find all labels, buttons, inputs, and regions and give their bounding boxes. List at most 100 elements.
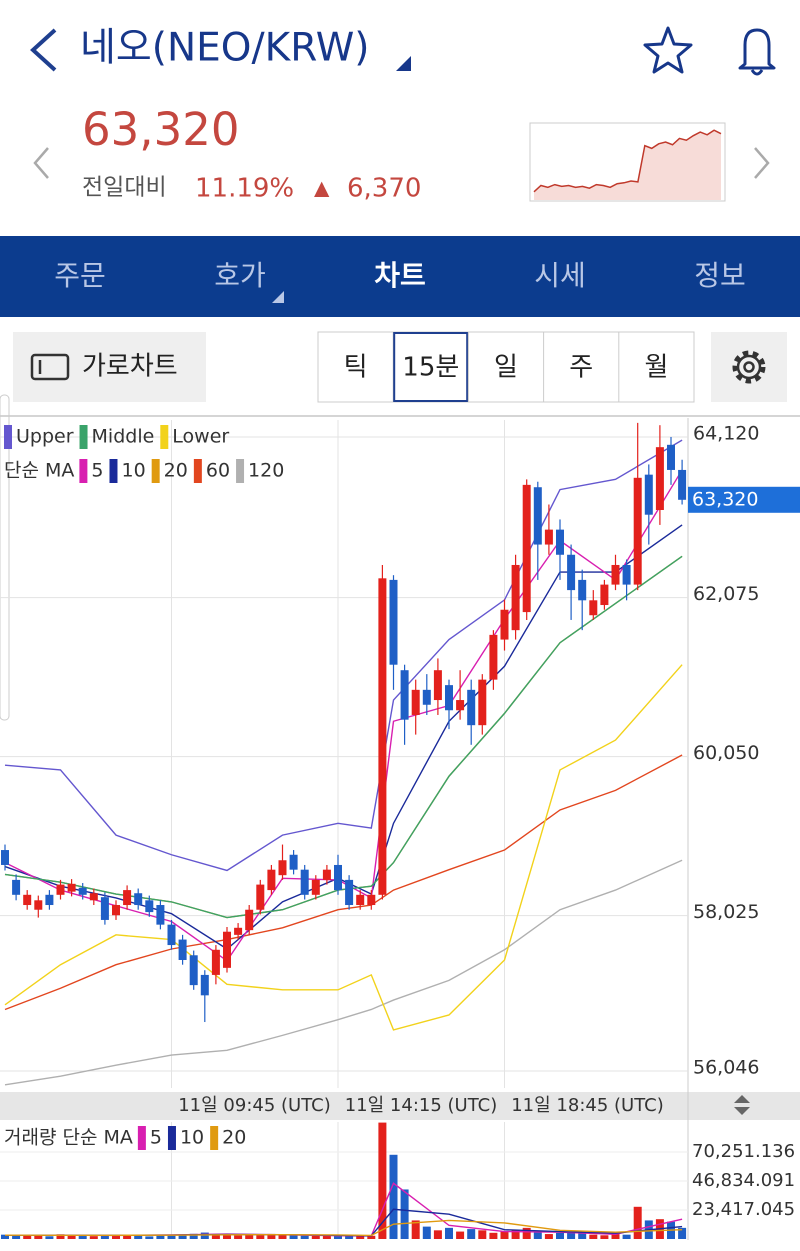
sparkline-area — [534, 130, 721, 200]
candle-body — [678, 469, 687, 500]
legend-swatch — [79, 425, 88, 449]
candle-body — [578, 579, 587, 601]
landscape-label[interactable]: 가로차트 — [82, 352, 178, 382]
candle-body — [567, 554, 576, 591]
volume-bar — [378, 1122, 387, 1239]
period-selected — [393, 332, 469, 402]
candle-body — [167, 924, 176, 946]
volume-bar — [167, 1235, 176, 1239]
volume-bar — [511, 1230, 520, 1239]
candle-body — [345, 879, 354, 906]
candle-body — [189, 955, 198, 986]
alarm-bell[interactable] — [738, 28, 776, 76]
volume-bar — [245, 1235, 254, 1239]
period-option[interactable]: 주 — [569, 353, 593, 383]
volume-bar — [322, 1235, 331, 1239]
candle-body — [223, 931, 231, 968]
x-tick-label: 11일 09:45 (UTC) — [178, 1095, 331, 1116]
candle-body — [611, 564, 620, 585]
legend-label: 60 — [206, 460, 230, 482]
period-option[interactable]: 일 — [494, 353, 518, 383]
title-dropdown[interactable] — [396, 56, 411, 71]
legend-swatch — [160, 425, 169, 449]
current-price-tag — [688, 486, 800, 513]
tab[interactable]: 차트 — [374, 259, 426, 292]
legend-swatch — [193, 459, 202, 483]
sparkline-line — [533, 129, 722, 193]
candle-body — [422, 689, 431, 705]
legend-swatch — [151, 459, 160, 483]
candle-body — [1, 850, 9, 865]
resize-handle[interactable] — [734, 1095, 750, 1115]
candle-body — [378, 578, 387, 895]
period-selector — [317, 331, 695, 403]
volume-bar — [178, 1234, 187, 1239]
volume-bar — [544, 1234, 553, 1239]
candle-body — [45, 894, 54, 906]
period-option[interactable]: 월 — [644, 353, 668, 383]
side-handle[interactable] — [0, 394, 10, 721]
candle-body — [500, 609, 509, 640]
coin-title[interactable]: 네오(NEO/KRW) — [80, 26, 370, 71]
candle-body — [478, 679, 487, 726]
tab[interactable]: 호가 — [214, 259, 266, 292]
change-arrow: ▲ — [314, 176, 330, 200]
candle-body — [123, 890, 132, 906]
gear-body — [736, 354, 762, 380]
candle-body — [289, 854, 298, 870]
volume-bar — [600, 1235, 609, 1239]
volume-bar — [289, 1234, 298, 1239]
candle-body — [211, 949, 220, 975]
volume-bar — [611, 1234, 620, 1239]
volume-bar — [622, 1234, 631, 1239]
legend-swatch — [137, 1126, 146, 1150]
legend-swatch — [79, 459, 88, 483]
legend-swatch — [4, 425, 12, 449]
prev-button[interactable] — [33, 147, 49, 179]
landscape-button[interactable] — [13, 332, 206, 402]
volume-bar — [589, 1234, 598, 1239]
ma-line — [4, 859, 683, 1086]
volume-bar — [567, 1231, 576, 1239]
candle-body — [234, 927, 243, 935]
candle-body — [667, 444, 675, 470]
candle-body — [356, 894, 365, 906]
next-button[interactable] — [754, 147, 770, 179]
candle-body — [56, 884, 65, 895]
volume-bar — [500, 1231, 509, 1239]
candle-body — [267, 869, 276, 891]
tab[interactable]: 주문 — [54, 259, 106, 292]
volume-bar — [433, 1230, 442, 1239]
legend-label: 10 — [121, 460, 145, 482]
candle-body — [278, 860, 287, 876]
volume-tick-label: 46,834.091 — [692, 1170, 795, 1191]
volume-bar — [123, 1234, 132, 1239]
volume-bar — [334, 1235, 342, 1239]
y-tick-label: 58,025 — [693, 901, 759, 923]
period-option[interactable]: 틱 — [344, 353, 368, 383]
tab[interactable]: 시세 — [534, 259, 586, 292]
favorite-star[interactable] — [643, 26, 693, 74]
back-button[interactable] — [30, 28, 57, 72]
legend-swatch — [210, 1126, 219, 1150]
candle-body — [622, 564, 631, 585]
change-label: 전일대비 — [82, 175, 167, 201]
tab[interactable]: 정보 — [694, 259, 746, 292]
candle-body — [311, 879, 320, 895]
volume-bar — [278, 1234, 287, 1239]
candle-body — [456, 700, 465, 711]
legend-label: 20 — [164, 460, 188, 482]
volume-bar — [389, 1154, 398, 1239]
volume-bar — [45, 1236, 54, 1239]
candle-body — [411, 689, 420, 715]
candle-body — [367, 894, 376, 906]
volume-bar — [56, 1234, 65, 1239]
y-tick-label: 64,120 — [693, 422, 759, 444]
volume-bar — [400, 1189, 409, 1239]
candle-body — [600, 584, 609, 606]
volume-bar — [112, 1235, 120, 1239]
volume-bar — [345, 1236, 354, 1239]
period-option[interactable]: 15분 — [402, 353, 459, 383]
volume-bar — [234, 1235, 243, 1239]
